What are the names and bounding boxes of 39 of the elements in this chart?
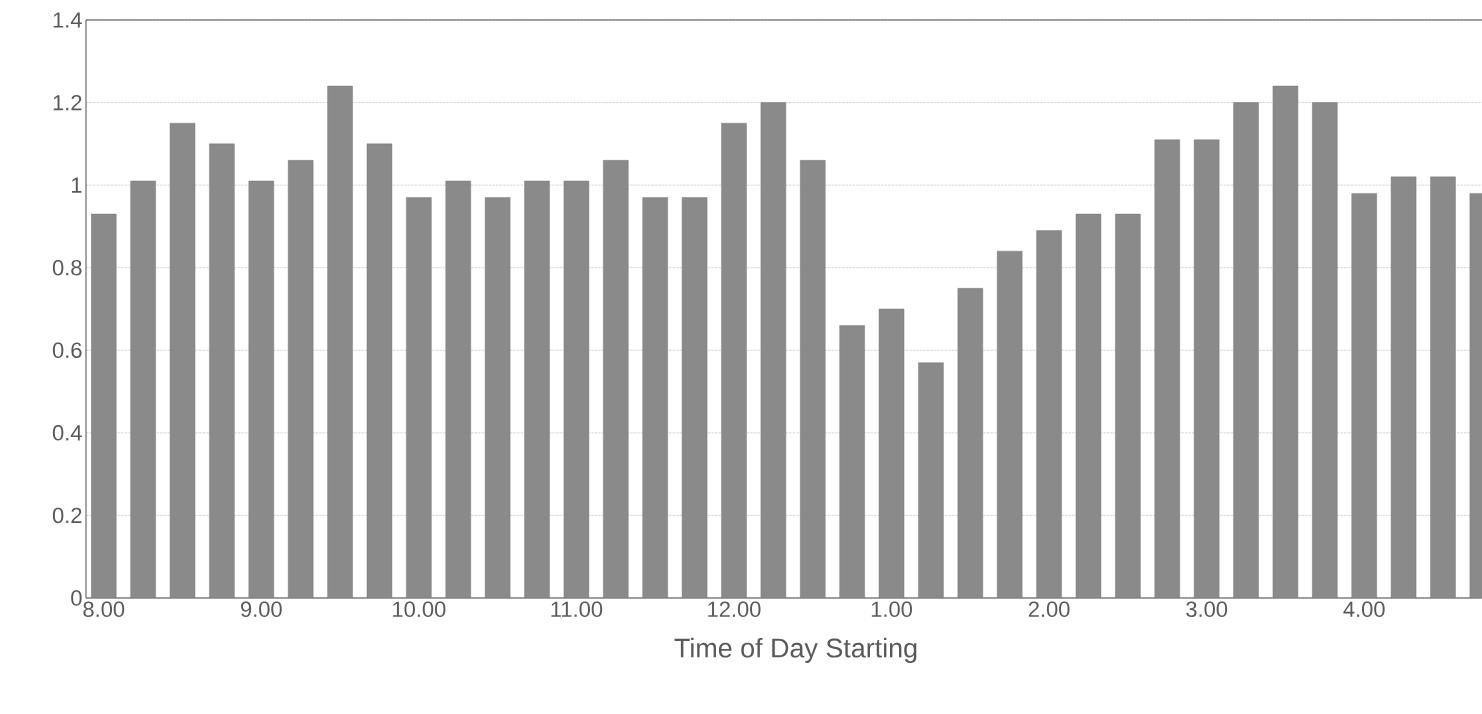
bar: [1154, 139, 1180, 598]
bar: [1351, 193, 1377, 598]
bar: [1075, 214, 1101, 598]
bar: [1194, 139, 1220, 598]
bar: [366, 143, 392, 598]
x-tick-label: 1.00: [871, 601, 912, 618]
x-tick-label: 3.00: [1186, 601, 1228, 618]
bar: [839, 325, 865, 598]
x-tick-label: 8.00: [83, 601, 125, 618]
y-tick-label: 0.6: [52, 342, 82, 359]
bar: [1233, 102, 1259, 598]
x-tick-label: 10.00: [393, 601, 446, 618]
bar: [603, 160, 629, 598]
bar: [800, 160, 826, 598]
bar: [1391, 176, 1417, 598]
bar: [327, 86, 353, 598]
y-tick-label: 1.4: [53, 12, 82, 28]
bar: [563, 181, 589, 598]
y-tick-label: 0.2: [52, 507, 82, 524]
bar: [682, 197, 708, 598]
bar: [485, 197, 511, 598]
y-tick-label: 1: [71, 177, 82, 193]
x-tick-label: 11.00: [551, 601, 603, 618]
x-tick-label: 12.00: [708, 601, 761, 618]
y-tick-label: 0.8: [52, 259, 82, 276]
bar: [1312, 102, 1338, 598]
bar: [1115, 214, 1141, 598]
y-tick-label: 1.2: [53, 94, 82, 111]
bar: [1272, 86, 1298, 598]
x-tick-label: 2.00: [1028, 601, 1070, 618]
x-tick-label: 4.00: [1343, 601, 1385, 618]
x-axis-title: Time of Day Starting: [674, 637, 917, 663]
bar: [170, 123, 196, 598]
bar: [288, 160, 314, 598]
bar: [760, 102, 786, 598]
y-tick-label: 0.4: [52, 425, 82, 441]
bar: [879, 308, 905, 598]
x-tick-label: 9.00: [241, 601, 282, 618]
y-tick-label: 0: [71, 590, 82, 606]
